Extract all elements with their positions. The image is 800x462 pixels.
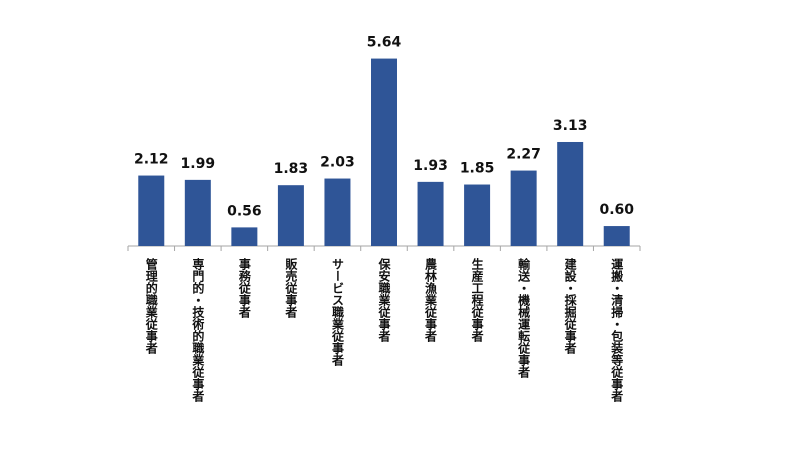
- bar: [464, 184, 491, 246]
- data-label: 1.99: [181, 156, 216, 172]
- bar: [324, 178, 351, 246]
- bar: [417, 181, 444, 246]
- data-label: 2.12: [134, 152, 169, 168]
- category-labels: 管理的職業従事者 専門的・技術的職業従事者 事務従事者 販売従事者 サービス職業従事者 保…: [144, 257, 623, 403]
- data-label: 2.03: [320, 155, 355, 171]
- category-label: 生産工程従事者: [470, 257, 484, 343]
- data-label: 3.13: [553, 118, 588, 134]
- data-label: 1.93: [413, 158, 448, 174]
- category-label: 事務従事者: [237, 257, 251, 319]
- category-label: 輸送・機械運転従事者: [517, 257, 531, 379]
- x-axis-ticks: [127, 246, 641, 251]
- bar: [603, 226, 630, 246]
- category-label: 専門的・技術的職業従事者: [191, 257, 205, 403]
- data-label: 0.60: [599, 202, 634, 218]
- bar: [277, 185, 304, 246]
- category-label: 運搬・清掃・包装等従事者: [610, 258, 624, 403]
- category-label: 保安職業従事者: [377, 257, 391, 343]
- data-label: 0.56: [227, 203, 262, 219]
- data-label: 1.83: [274, 161, 309, 177]
- value-labels: 2.12 1.99 0.56 1.83 2.03 5.64 1.93 1.85 2.27 3.13…: [134, 35, 634, 220]
- category-label: サービス職業従事者: [330, 258, 344, 367]
- data-label: 1.85: [460, 161, 495, 177]
- bar: [510, 170, 537, 246]
- bar: [371, 58, 397, 246]
- bar: [184, 179, 211, 246]
- data-label: 5.64: [367, 35, 402, 51]
- category-label: 建設・採掘従事者: [563, 257, 577, 355]
- bar: [138, 175, 165, 246]
- category-label: 農林漁業従事者: [424, 257, 438, 343]
- category-label: 管理的職業従事者: [144, 257, 158, 355]
- bar: [557, 141, 584, 246]
- bars: [138, 58, 630, 246]
- category-label: 販売従事者: [284, 257, 298, 319]
- data-label: 2.27: [506, 147, 541, 163]
- bar: [231, 227, 258, 246]
